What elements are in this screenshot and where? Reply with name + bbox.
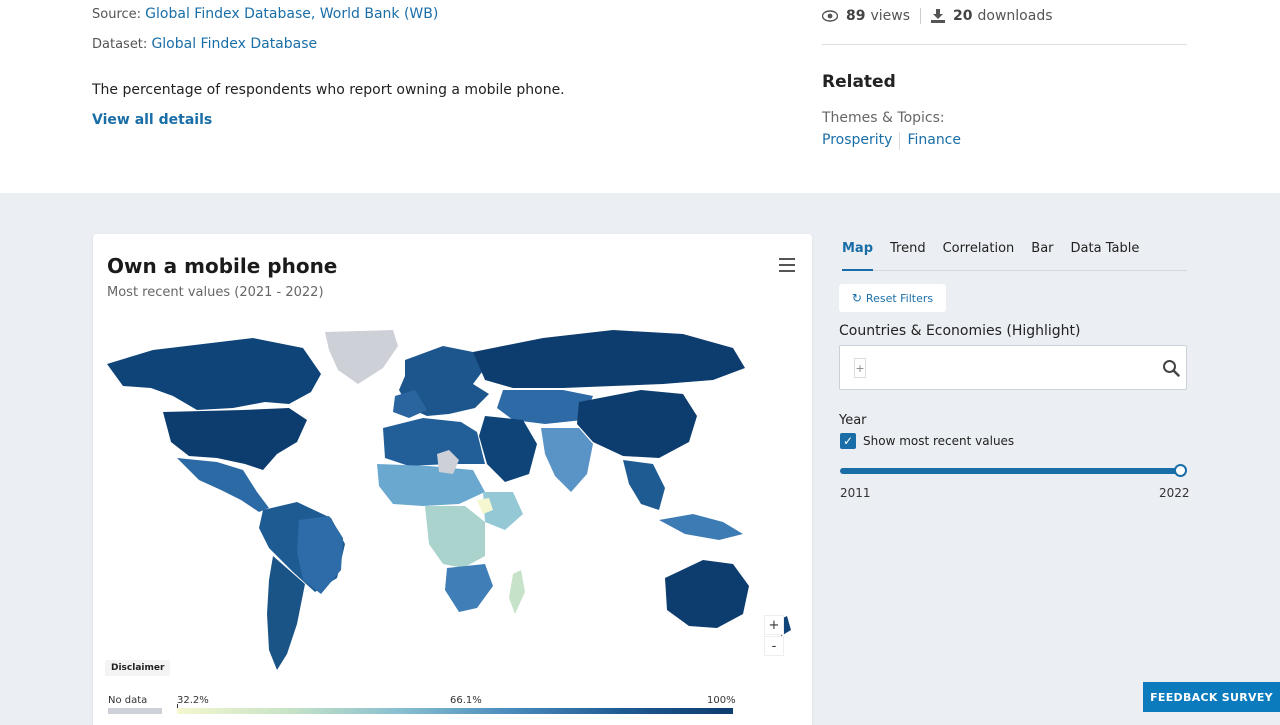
source-line: Source: Global Findex Database, World Ba…: [92, 6, 438, 22]
theme-link-prosperity[interactable]: Prosperity: [822, 132, 893, 148]
hamburger-icon: [779, 258, 795, 260]
map-region-southern-africa: [445, 564, 493, 612]
theme-link-finance[interactable]: Finance: [907, 132, 961, 148]
add-country-button[interactable]: +: [854, 358, 866, 378]
chart-subtitle: Most recent values (2021 - 2022): [107, 285, 324, 300]
map-region-south-america-south: [267, 556, 305, 670]
map-region-indonesia: [659, 514, 743, 540]
tab-data-table[interactable]: Data Table: [1070, 241, 1140, 256]
year-slider-handle[interactable]: [1174, 464, 1187, 477]
map-region-central-asia: [497, 390, 593, 424]
map-region-canada: [107, 338, 321, 410]
map-region-middle-east: [479, 416, 537, 482]
legend-max-label: 100%: [707, 695, 736, 706]
map-region-brazil: [297, 516, 343, 594]
tab-correlation[interactable]: Correlation: [942, 241, 1015, 256]
dataset-link[interactable]: Global Findex Database: [151, 36, 318, 52]
map-region-nodata-africa: [437, 450, 459, 474]
zoom-out-button[interactable]: -: [764, 636, 784, 656]
themes-list: Prosperity Finance: [822, 132, 961, 150]
dataset-info-section: Source: Global Findex Database, World Ba…: [0, 0, 1280, 193]
feedback-survey-button[interactable]: FEEDBACK SURVEY: [1143, 682, 1280, 712]
reset-filters-button[interactable]: ↻ Reset Filters: [839, 284, 946, 312]
divider: [822, 44, 1187, 45]
views-label: views: [870, 8, 911, 24]
map-region-greenland: [325, 330, 398, 384]
views-count: 89: [846, 8, 866, 24]
countries-search-box: +: [839, 345, 1187, 390]
legend-no-data-label: No data: [108, 695, 148, 706]
year-slider-track[interactable]: [840, 468, 1182, 474]
refresh-icon: ↻: [851, 291, 862, 305]
tab-trend[interactable]: Trend: [890, 241, 926, 256]
downloads-count: 20: [953, 8, 973, 24]
map-region-china: [577, 390, 697, 458]
year-label: Year: [839, 413, 867, 428]
map-region-madagascar: [509, 570, 525, 614]
themes-label: Themes & Topics:: [822, 110, 945, 126]
view-all-details-link[interactable]: View all details: [92, 112, 213, 128]
eye-icon: [822, 10, 838, 22]
countries-label: Countries & Economies (Highlight): [839, 323, 1081, 339]
map-region-mexico: [177, 458, 269, 512]
map-region-southeast-asia: [623, 460, 665, 510]
legend-color-scale: [177, 708, 733, 714]
dataset-label: Dataset:: [92, 37, 148, 52]
zoom-in-button[interactable]: +: [764, 615, 784, 635]
map-region-australia: [665, 560, 749, 628]
downloads-label: downloads: [977, 8, 1053, 24]
legend-mid-label: 66.1%: [450, 695, 482, 706]
search-icon[interactable]: [1162, 359, 1180, 377]
map-region-central-africa: [425, 506, 485, 568]
chart-menu-button[interactable]: [779, 258, 795, 272]
countries-search-input[interactable]: [872, 356, 1152, 380]
tab-map[interactable]: Map: [842, 241, 874, 271]
map-region-russia: [473, 330, 745, 388]
view-tabs: Map Trend Correlation Bar Data Table: [842, 241, 1187, 271]
map-region-south-asia: [541, 428, 593, 492]
dataset-line: Dataset: Global Findex Database: [92, 36, 317, 52]
related-heading: Related: [822, 72, 896, 92]
chart-title: Own a mobile phone: [107, 254, 338, 278]
map-region-north-africa: [383, 418, 485, 466]
tab-bar[interactable]: Bar: [1031, 241, 1054, 256]
map-region-horn-africa: [483, 492, 523, 530]
legend-no-data-swatch: [108, 708, 162, 714]
year-slider-fill: [840, 468, 1182, 474]
most-recent-checkbox-label: Show most recent values: [863, 434, 1015, 448]
map-card: Own a mobile phone Most recent values (2…: [93, 234, 812, 725]
map-region-usa: [163, 408, 307, 470]
reset-filters-label: Reset Filters: [865, 291, 934, 305]
year-max-label: 2022: [1159, 486, 1190, 500]
legend-min-label: 32.2%: [177, 695, 209, 706]
theme-divider: [899, 132, 901, 150]
map-region-europe-west: [393, 390, 427, 418]
indicator-description: The percentage of respondents who report…: [92, 82, 565, 98]
map-region-europe: [399, 346, 489, 416]
source-link[interactable]: Global Findex Database, World Bank (WB): [145, 6, 439, 22]
stats-bar: 89 views 20 downloads: [822, 8, 1053, 24]
year-min-label: 2011: [840, 486, 871, 500]
map-region-sahel: [377, 464, 485, 506]
download-icon: [931, 9, 946, 23]
world-map[interactable]: [93, 324, 812, 684]
most-recent-checkbox[interactable]: ✓: [840, 433, 856, 449]
disclaimer-button[interactable]: Disclaimer: [105, 660, 171, 676]
source-label: Source:: [92, 7, 142, 22]
stats-divider: [920, 8, 922, 24]
map-region-low-value: [477, 498, 493, 514]
